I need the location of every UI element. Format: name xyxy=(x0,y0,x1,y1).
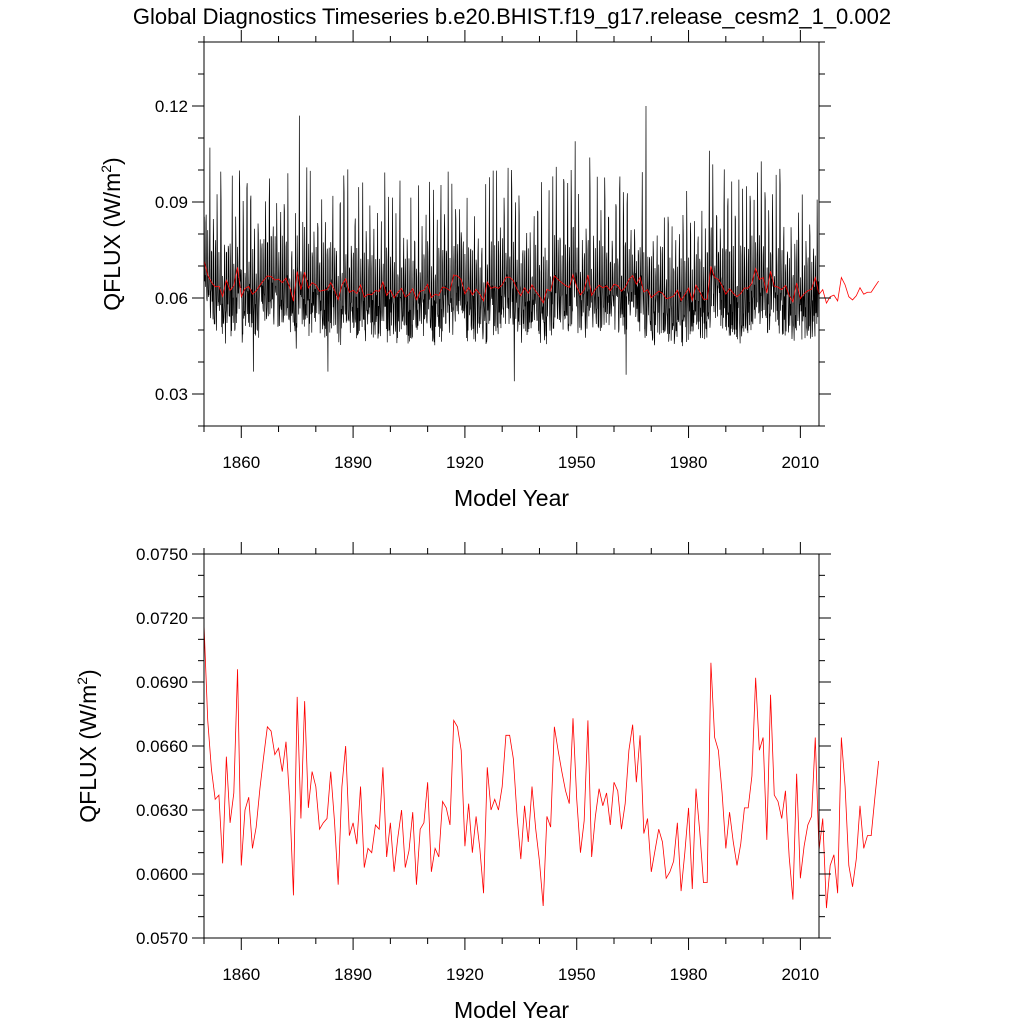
x-axis-label: Model Year xyxy=(454,485,569,511)
y-tick-label: 0.03 xyxy=(155,385,188,404)
x-tick-label: 2010 xyxy=(781,453,819,472)
y-axis-label: QFLUX (W/m2) xyxy=(74,669,101,822)
y-tick-label: 0.0660 xyxy=(136,737,188,756)
panel-bottom-annual-qflux: 1860 1890 1920 1950 1980 2010 0.0570 0.0600 0.06… xyxy=(74,542,880,1023)
x-tick-label: 1980 xyxy=(670,965,708,984)
figure-title: Global Diagnostics Timeseries b.e20.BHIS… xyxy=(133,4,891,29)
series-line-annual xyxy=(203,624,880,909)
y-tick-label: 0.0720 xyxy=(136,609,188,628)
series-line-monthly xyxy=(203,105,820,382)
x-tick-label: 2010 xyxy=(781,965,819,984)
y-axis-label-text: QFLUX (W/m xyxy=(99,173,125,311)
y-tick-label: 0.09 xyxy=(155,193,188,212)
x-axis-label: Model Year xyxy=(454,997,569,1023)
y-tick-label: 0.06 xyxy=(155,289,188,308)
x-tick-label: 1890 xyxy=(334,965,372,984)
y-tick-label: 0.0570 xyxy=(136,929,188,948)
y-axis-label-superscript: 2 xyxy=(74,677,90,685)
x-tick-label: 1890 xyxy=(334,453,372,472)
x-tick-label: 1920 xyxy=(446,965,484,984)
y-tick-label: 0.0600 xyxy=(136,865,188,884)
panel-top-monthly-qflux: 1860 1890 1920 1950 1980 2010 0.03 0.06 0.09 0.12… xyxy=(98,30,879,511)
x-tick-label: 1980 xyxy=(670,453,708,472)
y-axis-label-close: ) xyxy=(99,157,125,165)
y-axis-label-close: ) xyxy=(75,669,101,677)
x-tick-label: 1950 xyxy=(558,965,596,984)
y-tick-label: 0.12 xyxy=(155,97,188,116)
y-axis-label-text: QFLUX (W/m xyxy=(75,685,101,823)
y-axis-label-superscript: 2 xyxy=(98,165,114,173)
x-tick-label: 1920 xyxy=(446,453,484,472)
y-axis-label: QFLUX (W/m2) xyxy=(98,157,125,310)
x-tick-label: 1860 xyxy=(222,453,260,472)
series-line-annual-overlay xyxy=(203,260,879,305)
x-tick-label: 1860 xyxy=(222,965,260,984)
y-tick-label: 0.0630 xyxy=(136,801,188,820)
y-tick-label: 0.0690 xyxy=(136,673,188,692)
x-tick-label: 1950 xyxy=(558,453,596,472)
y-tick-label: 0.0750 xyxy=(136,545,188,564)
